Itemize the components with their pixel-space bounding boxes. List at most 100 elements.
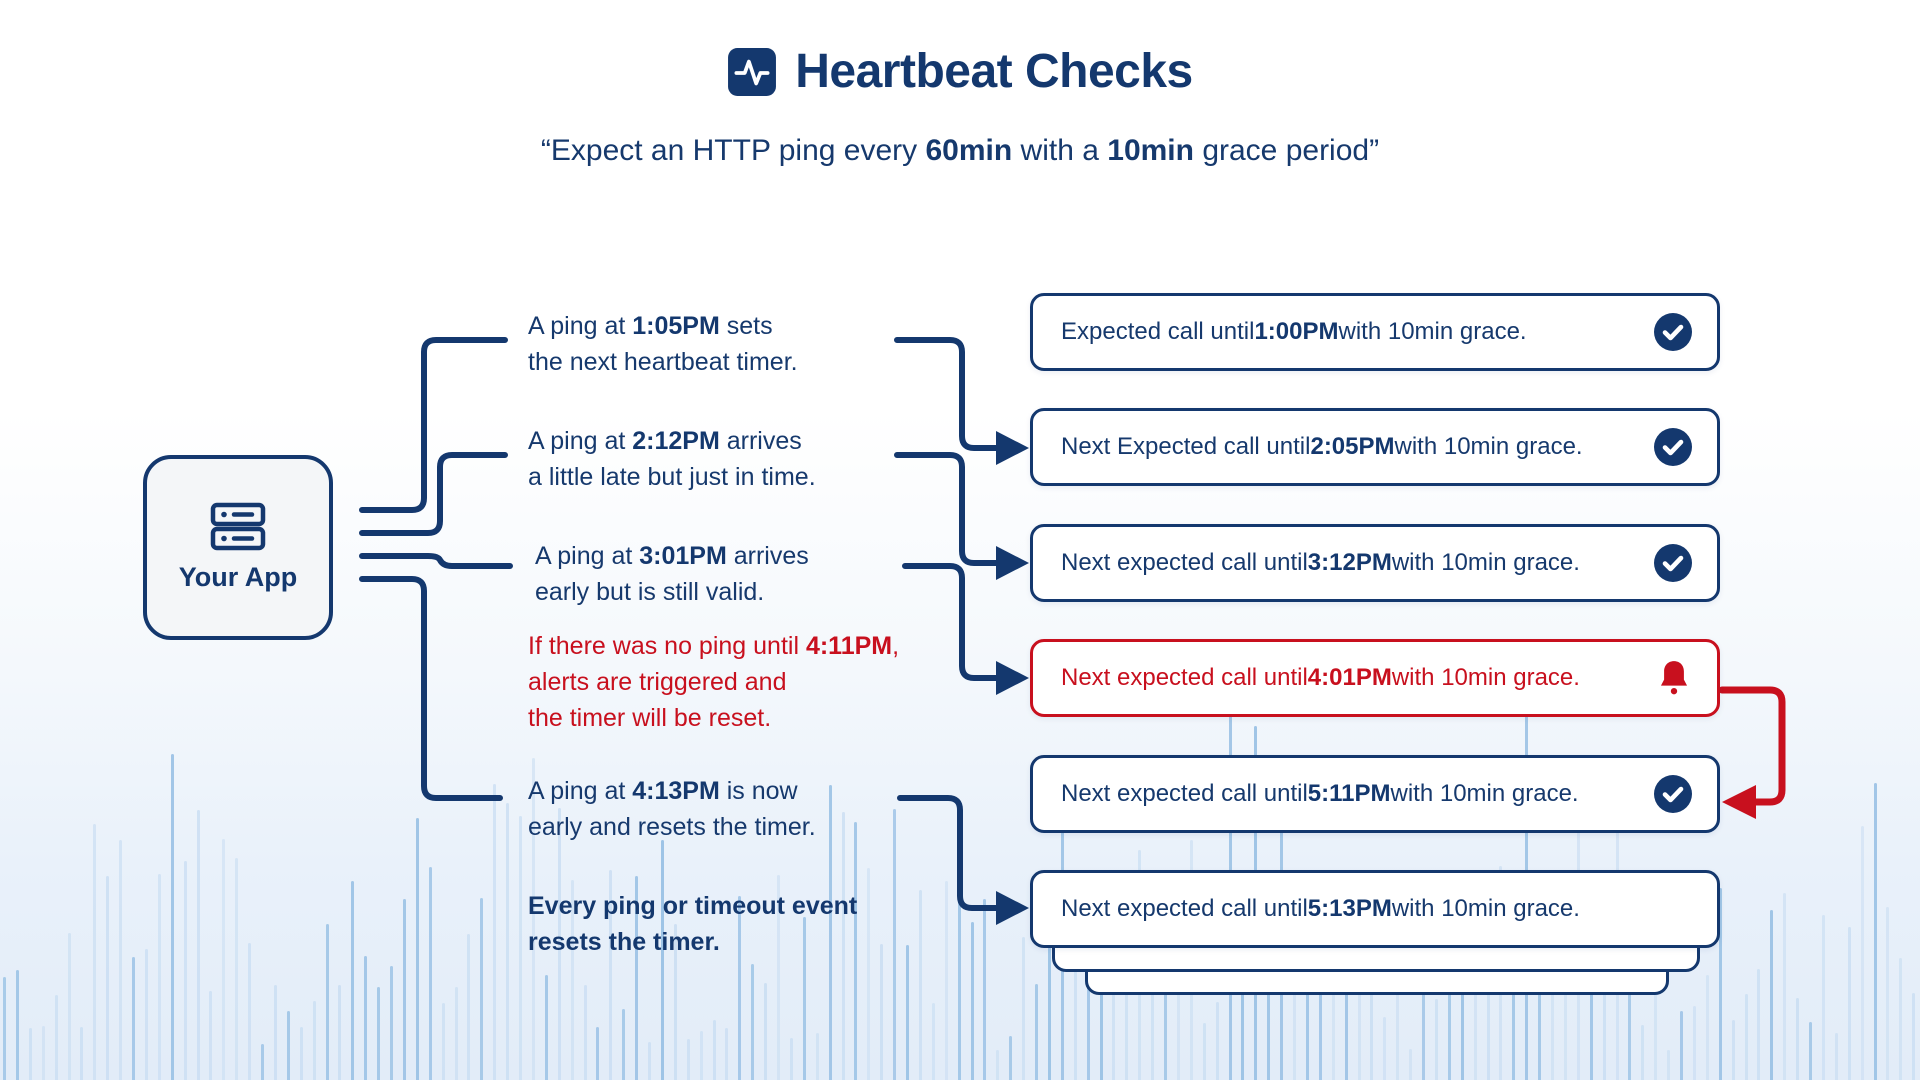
ping-to-card-connectors <box>894 337 999 911</box>
waveform-bar <box>106 876 110 1080</box>
reset-rule-note: Every ping or timeout event resets the t… <box>528 892 858 956</box>
waveform-bar <box>493 784 497 1080</box>
waveform-bar <box>183 861 187 1080</box>
waveform-bar <box>390 966 393 1080</box>
waveform-bar <box>325 924 329 1080</box>
waveform-bar <box>1563 959 1567 1080</box>
waveform-bar <box>867 868 871 1080</box>
waveform-bar <box>299 1027 303 1080</box>
waveform-bar <box>273 985 277 1080</box>
waveform-bar <box>1796 998 1800 1080</box>
waveform-bar <box>1125 975 1129 1080</box>
waveform-bar <box>67 933 71 1080</box>
page-header: Heartbeat Checks <box>0 44 1920 99</box>
waveform-bar <box>764 983 768 1080</box>
page-title: Heartbeat Checks <box>795 45 1193 98</box>
status-card-3: Next expected call until 3:12PM with 10m… <box>1030 524 1720 602</box>
waveform-bar <box>157 874 161 1080</box>
waveform-bar <box>1022 937 1026 1080</box>
waveform-bar <box>377 987 381 1080</box>
status-card-5: Next expected call until 5:11PM with 10m… <box>1030 755 1720 833</box>
waveform-bar <box>699 1031 703 1080</box>
waveform-bar <box>1073 969 1077 1080</box>
waveform-bar <box>235 858 239 1080</box>
waveform-bar <box>1241 923 1245 1080</box>
waveform-bar <box>893 809 897 1080</box>
waveform-bar <box>222 839 226 1080</box>
waveform-bar <box>1035 984 1038 1080</box>
waveform-bar <box>80 1027 84 1080</box>
waveform-bar <box>1680 1011 1683 1080</box>
waveform-bar <box>1383 1017 1387 1080</box>
waveform-bar <box>815 1033 819 1080</box>
waveform-bar <box>312 1001 316 1080</box>
waveform-bar <box>906 945 909 1080</box>
waveform-bar <box>1460 943 1464 1080</box>
waveform-bar <box>402 899 406 1080</box>
alert-bell-icon <box>1660 661 1688 695</box>
waveform-bar <box>1422 936 1425 1080</box>
waveform-bar <box>3 977 6 1080</box>
waveform-bar <box>1357 952 1361 1080</box>
status-card-2: Next Expected call until 2:05PM with 10m… <box>1030 408 1720 486</box>
waveform-bar <box>660 840 664 1080</box>
waveform-bar <box>931 1003 935 1080</box>
waveform-bar <box>1486 934 1490 1080</box>
waveform-bar <box>1164 961 1167 1080</box>
waveform-bar <box>286 1011 290 1080</box>
waveform-bar <box>415 818 419 1080</box>
waveform-bar <box>557 808 561 1080</box>
waveform-bar <box>441 1003 445 1080</box>
waveform-bar <box>918 890 922 1080</box>
waveform-bar <box>854 822 858 1080</box>
waveform-bar <box>1099 942 1103 1080</box>
waveform-bar <box>209 991 213 1080</box>
waveform-bar <box>93 824 97 1080</box>
waveform-bar <box>1641 1025 1645 1080</box>
waveform-bar <box>480 898 484 1080</box>
waveform-bar <box>1873 783 1877 1080</box>
waveform-bar <box>351 881 355 1080</box>
waveform-bar <box>1860 826 1864 1080</box>
waveform-bar <box>467 934 471 1080</box>
waveform-bar <box>648 1042 651 1080</box>
waveform-bar <box>970 922 974 1080</box>
ping-note-5: A ping at 4:13PM is now early and resets… <box>528 777 816 841</box>
waveform-bar <box>1783 893 1787 1080</box>
waveform-bar <box>54 995 58 1080</box>
waveform-bar <box>15 970 19 1080</box>
waveform-bar <box>196 810 200 1080</box>
check-icon <box>1654 313 1692 351</box>
waveform-bar <box>248 943 252 1080</box>
waveform-bar <box>841 812 845 1080</box>
waveform-bar <box>1731 1020 1735 1080</box>
waveform-bar <box>725 1028 729 1080</box>
status-card-1: Expected call until 1:00PM with 10min gr… <box>1030 293 1720 371</box>
waveform-bar <box>1434 999 1438 1080</box>
waveform-bar <box>1538 963 1542 1080</box>
waveform-bar <box>1009 1036 1013 1080</box>
waveform-bar <box>1305 921 1309 1080</box>
waveform-bar <box>1473 946 1477 1080</box>
waveform-bar <box>802 917 806 1080</box>
waveform-bar <box>1344 911 1348 1080</box>
check-icon <box>1654 775 1692 813</box>
waveform-bar <box>1202 1023 1206 1080</box>
waveform-bar <box>531 758 535 1080</box>
check-icon <box>1654 544 1692 582</box>
waveform-bar <box>1847 927 1851 1080</box>
waveform-bar <box>1589 950 1593 1080</box>
waveform-bar <box>28 1028 32 1080</box>
waveform-bar <box>1267 920 1271 1080</box>
waveform-bar <box>1821 915 1825 1080</box>
timeout-reset-loop <box>1718 686 1786 819</box>
check-icon <box>1654 428 1692 466</box>
waveform-bar <box>983 899 987 1080</box>
page-subtitle: “Expect an HTTP ping every 60min with a … <box>540 134 1380 167</box>
status-card-6: Next expected call until 5:13PM with 10m… <box>1030 870 1720 948</box>
waveform-bar <box>338 985 342 1080</box>
waveform-bar <box>1551 953 1554 1080</box>
waveform-bar <box>1447 970 1451 1080</box>
waveform-bar <box>1318 941 1322 1080</box>
